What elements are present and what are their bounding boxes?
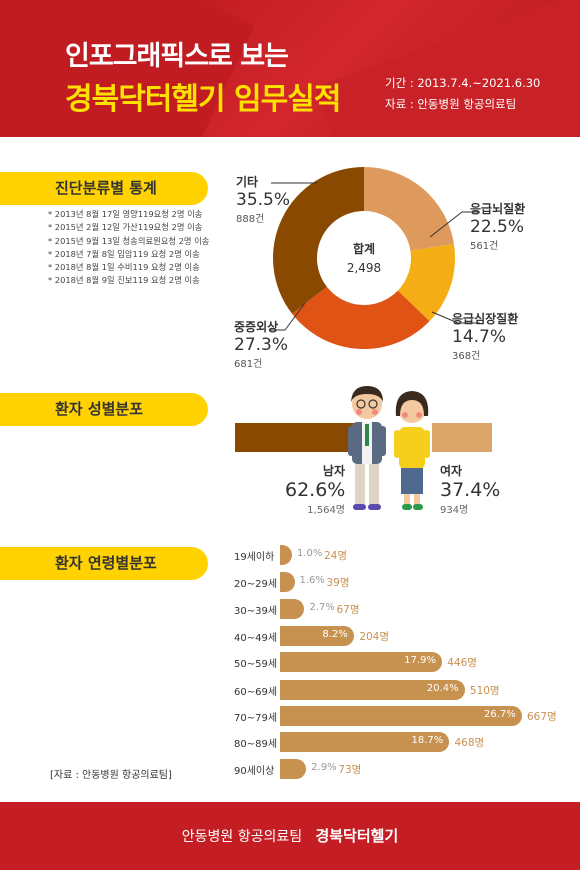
period-text: 기간 : 2013.7.4.~2021.6.30 bbox=[385, 76, 541, 90]
slice-count: 561건 bbox=[470, 241, 499, 252]
page-title-line2: 경북닥터헬기 임무실적 bbox=[65, 82, 341, 117]
slice-percent: 14.7% bbox=[452, 327, 507, 347]
footer: 안동병원 항공의료팀 경북닥터헬기 bbox=[0, 802, 580, 870]
female-figure bbox=[394, 391, 430, 510]
slice-percent: 22.5% bbox=[470, 217, 525, 237]
age-count: 468명 bbox=[454, 737, 485, 749]
gender-label-male: 남자 62.6% 1,564명 bbox=[285, 462, 345, 516]
slice-label-brain: 응급뇌질환 22.5% 561건 bbox=[470, 200, 525, 252]
age-label: 80~89세 bbox=[234, 739, 278, 750]
gender-name: 남자 bbox=[322, 464, 345, 478]
leader-lines bbox=[270, 182, 480, 331]
age-percent: 18.7% bbox=[411, 735, 444, 746]
slice-name: 기타 bbox=[236, 175, 259, 189]
slice-label-trauma: 중증외상 27.3% 681건 bbox=[234, 318, 288, 370]
page-title-line1: 인포그래픽스로 보는 bbox=[65, 41, 289, 72]
age-label: 30~39세 bbox=[234, 606, 278, 617]
gender-count: 934명 bbox=[440, 505, 469, 516]
slice-label-heart: 응급심장질환 14.7% 368건 bbox=[452, 310, 518, 362]
section-diagnosis-pill: 진단분류별 통계 bbox=[0, 172, 208, 205]
age-count: 24명 bbox=[324, 550, 348, 562]
note-line: * 2015년 2월 12일 가산119요청 2명 이송 bbox=[48, 222, 203, 233]
note-line: * 2018년 8월 9일 진보119 요청 2명 이송 bbox=[48, 275, 200, 286]
header-banner: 인포그래픽스로 보는 경북닥터헬기 임무실적 기간 : 2013.7.4.~20… bbox=[0, 0, 580, 137]
age-count: 73명 bbox=[338, 764, 362, 776]
note-line: * 2018년 7월 8일 입암119 요청 2명 이송 bbox=[48, 248, 200, 259]
gender-bar-male bbox=[235, 423, 365, 452]
gender-name: 여자 bbox=[440, 464, 463, 478]
slice-other bbox=[273, 167, 364, 314]
slice-percent: 35.5% bbox=[236, 190, 291, 210]
leader-line-heart bbox=[431, 311, 480, 324]
age-bar bbox=[280, 572, 295, 592]
age-percent: 2.7% bbox=[309, 602, 335, 613]
slice-percent: 27.3% bbox=[234, 335, 289, 355]
age-bar bbox=[280, 652, 443, 672]
slice-name: 응급심장질환 bbox=[452, 312, 519, 326]
age-bar bbox=[280, 680, 465, 700]
donut-center-label: 합계 2,498 bbox=[322, 240, 406, 275]
age-percent: 1.6% bbox=[299, 575, 325, 586]
section-gender-pill: 환자 성별분포 bbox=[0, 393, 208, 426]
age-label: 60~69세 bbox=[234, 687, 278, 698]
total-title: 합계 bbox=[352, 242, 376, 256]
age-bar bbox=[280, 545, 292, 565]
gender-bar-female bbox=[432, 423, 492, 452]
age-percent: 1.0% bbox=[297, 548, 323, 559]
age-label: 70~79세 bbox=[234, 713, 278, 724]
source-text: 자료 : 안동병원 항공의료팀 bbox=[385, 97, 517, 111]
gender-label-female: 여자 37.4% 934명 bbox=[440, 462, 501, 516]
slice-label-other: 기타 35.5% 888건 bbox=[236, 173, 290, 225]
age-bar bbox=[280, 599, 305, 619]
age-bar bbox=[280, 759, 307, 779]
age-count: 67명 bbox=[336, 604, 360, 616]
age-label: 90세이상 bbox=[234, 766, 275, 777]
age-label: 40~49세 bbox=[234, 633, 278, 644]
age-count: 204명 bbox=[359, 631, 390, 643]
age-count: 510명 bbox=[469, 685, 500, 697]
patients-illustration bbox=[348, 386, 430, 510]
age-bar bbox=[280, 732, 450, 752]
gender-percent: 62.6% bbox=[285, 479, 346, 501]
note-line: * 2015년 9월 13일 청송의료원요청 2명 이송 bbox=[48, 235, 210, 246]
footer-brand: 경북닥터헬기 bbox=[315, 827, 399, 845]
age-percent: 2.9% bbox=[311, 762, 337, 773]
age-bar bbox=[280, 626, 355, 646]
slice-count: 681건 bbox=[234, 359, 263, 370]
source-note: [자료 : 안동병원 항공의료팀] bbox=[50, 770, 172, 781]
slice-brain bbox=[364, 167, 454, 251]
age-count: 667명 bbox=[527, 711, 557, 723]
diagnosis-notes: * 2013년 8월 17일 영양119요청 2명 이송 * 2015년 2월 … bbox=[48, 208, 209, 288]
footer-org: 안동병원 항공의료팀 bbox=[181, 829, 303, 845]
slice-count: 368건 bbox=[452, 351, 481, 362]
age-label: 20~29세 bbox=[234, 579, 278, 590]
slice-count: 888건 bbox=[236, 214, 265, 225]
slice-name: 응급뇌질환 bbox=[470, 202, 526, 216]
note-line: * 2013년 8월 17일 영양119요청 2명 이송 bbox=[48, 209, 203, 219]
gender-count: 1,564명 bbox=[307, 505, 345, 516]
note-line: * 2018년 8월 1일 수비119 요청 2명 이송 bbox=[48, 262, 200, 273]
slice-trauma bbox=[292, 286, 430, 349]
male-figure bbox=[348, 386, 386, 510]
total-value: 2,498 bbox=[346, 261, 382, 275]
section-age-pill: 환자 연령별분포 bbox=[0, 547, 208, 580]
leader-line-trauma bbox=[270, 302, 306, 331]
age-label: 19세이하 bbox=[234, 552, 275, 563]
slice-heart bbox=[397, 243, 456, 322]
slice-name: 중증외상 bbox=[234, 320, 279, 334]
age-percent: 20.4% bbox=[426, 683, 459, 694]
age-percent: 17.9% bbox=[404, 655, 437, 666]
age-percent: 26.7% bbox=[484, 709, 516, 720]
age-bar bbox=[280, 706, 522, 726]
age-count: 39명 bbox=[326, 577, 350, 589]
age-label: 50~59세 bbox=[234, 659, 278, 670]
gender-percent: 37.4% bbox=[440, 479, 501, 501]
age-count: 446명 bbox=[447, 657, 477, 669]
leader-line-brain bbox=[429, 211, 480, 238]
age-percent: 8.2% bbox=[322, 629, 348, 640]
